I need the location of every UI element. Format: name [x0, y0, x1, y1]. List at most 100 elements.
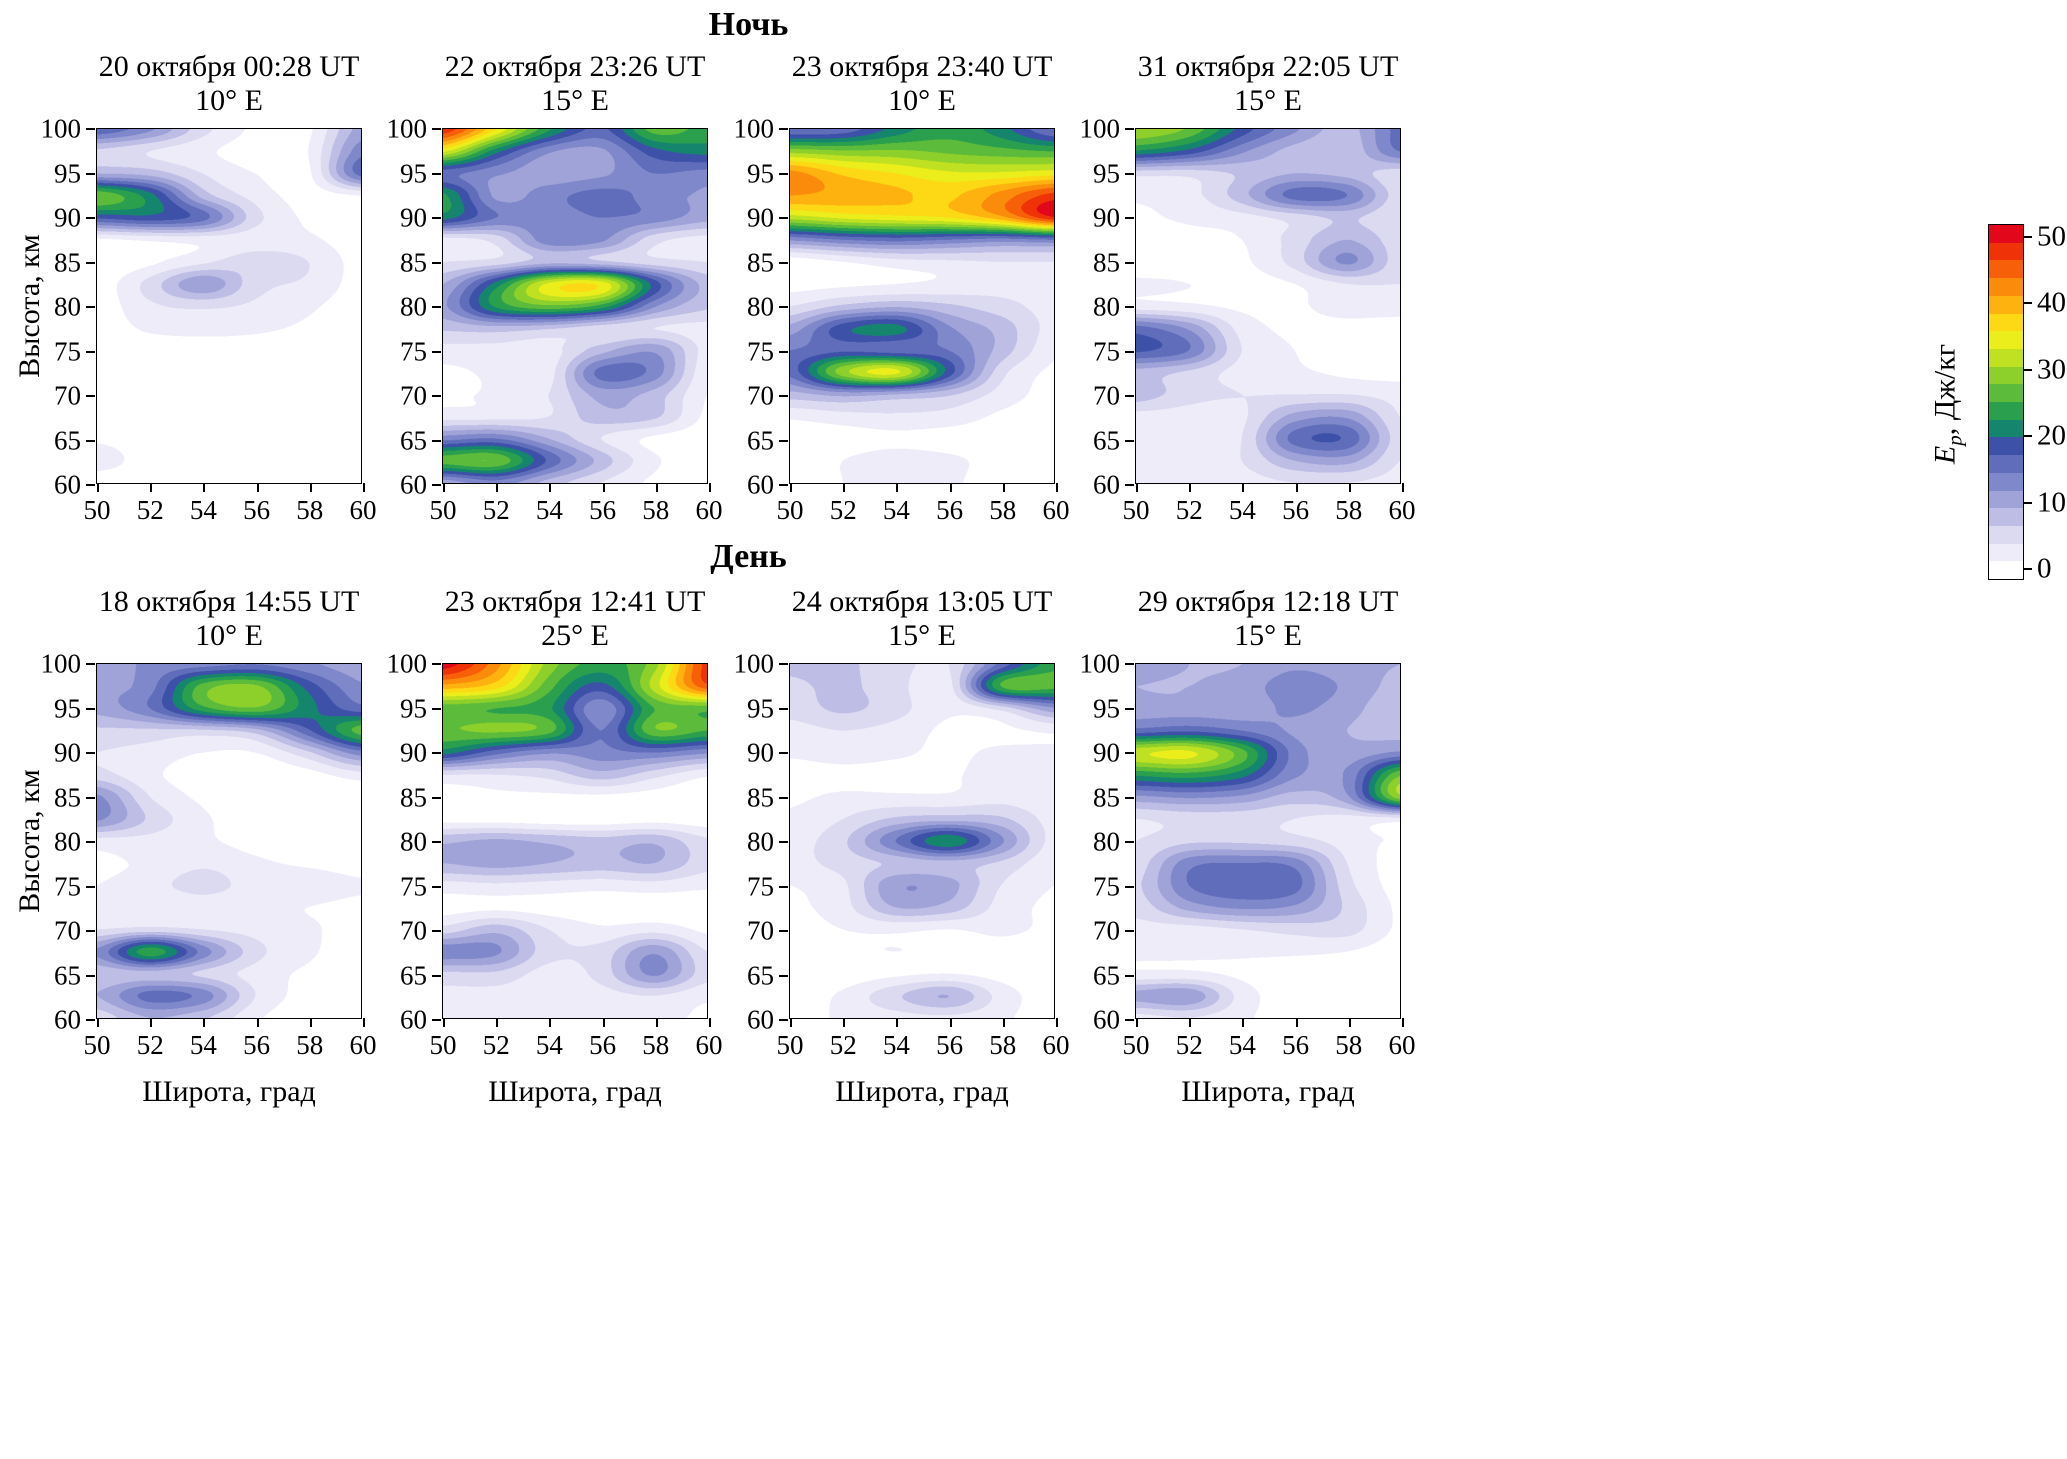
colorbar-symbol: E	[1928, 445, 1962, 465]
y-tick-label: 85	[54, 782, 81, 812]
x-tick	[1242, 483, 1245, 492]
colorbar-band	[1989, 437, 2023, 456]
y-tick-label: 90	[54, 737, 81, 768]
contour-canvas	[1136, 129, 1400, 483]
y-tick-label: 75	[400, 871, 427, 901]
y-tick-label: 65	[1093, 960, 1120, 990]
x-tick	[1056, 1018, 1058, 1027]
y-tick-label: 85	[1093, 782, 1120, 812]
x-tick	[1136, 1018, 1138, 1027]
colorbar-band	[1989, 366, 2023, 385]
x-tick-label: 54	[1228, 495, 1256, 525]
panel-title-longitude: 10° E	[195, 619, 263, 652]
x-tick	[1056, 483, 1058, 492]
y-tick	[1125, 663, 1134, 665]
y-tick-label: 65	[54, 425, 81, 455]
x-tick	[949, 483, 952, 492]
y-tick	[432, 930, 441, 932]
y-tick	[432, 217, 441, 219]
contour-plot: 100 95 90 85 80 75 70 65 60 50 52 54 56 58 60	[41, 114, 377, 526]
colorbar-band	[1989, 313, 2023, 332]
y-tick-label: 60	[747, 469, 774, 500]
y-tick-label: 100	[40, 113, 82, 144]
x-tick-label: 52	[482, 1030, 510, 1060]
contour-canvas	[1136, 664, 1400, 1018]
y-tick	[779, 484, 788, 486]
y-tick	[432, 796, 441, 799]
x-tick-label: 52	[1175, 1030, 1203, 1060]
y-tick-label: 100	[1079, 113, 1121, 144]
y-tick-label: 65	[54, 960, 81, 990]
y-tick	[1125, 796, 1134, 799]
x-tick	[896, 1018, 899, 1027]
y-tick	[432, 128, 441, 130]
x-tick-label: 58	[642, 1030, 670, 1060]
y-tick	[86, 172, 95, 175]
y-tick-label: 90	[1093, 737, 1120, 768]
colorbar-band	[1989, 419, 2023, 438]
y-tick	[86, 128, 95, 130]
colorbar-band	[1989, 508, 2023, 526]
y-tick	[86, 841, 95, 843]
colorbar-band	[1989, 348, 2023, 367]
y-tick	[432, 172, 441, 175]
colorbar-band	[1989, 472, 2023, 491]
contour-plot: 100 95 90 85 80 75 70 65 60 50 52 54 56 58 60	[1080, 649, 1416, 1061]
colorbar-tick-label: 0	[2037, 552, 2052, 585]
y-tick	[1125, 172, 1134, 175]
y-tick-label: 95	[1093, 158, 1120, 188]
y-tick-label: 70	[400, 380, 427, 411]
x-tick-label: 54	[535, 495, 563, 525]
x-tick-label: 56	[936, 495, 964, 525]
y-tick	[86, 663, 95, 665]
y-tick-label: 85	[54, 247, 81, 277]
y-tick-label: 75	[400, 336, 427, 366]
x-tick-label: 50	[83, 495, 111, 525]
x-tick	[97, 483, 99, 492]
colorbar-band	[1989, 455, 2023, 473]
x-tick	[1348, 1018, 1351, 1027]
x-tick	[790, 1018, 792, 1027]
x-tick	[309, 1018, 312, 1027]
y-tick-label: 80	[400, 291, 427, 322]
y-tick-label: 80	[54, 291, 81, 322]
x-tick	[150, 483, 153, 492]
y-tick-label: 80	[1093, 826, 1120, 857]
x-tick	[256, 1018, 259, 1027]
y-tick	[1125, 306, 1134, 308]
y-tick	[779, 707, 788, 710]
panel-title-datetime: 29 октября 12:18 UT	[1137, 585, 1399, 618]
x-tick-label: 56	[589, 495, 617, 525]
x-axis-label: Широта, град	[488, 1075, 662, 1108]
y-tick-label: 80	[1093, 291, 1120, 322]
panel-title-datetime: 18 октября 14:55 UT	[98, 585, 360, 618]
y-tick	[779, 885, 788, 888]
y-tick	[86, 217, 95, 219]
x-tick-label: 60	[1388, 1030, 1416, 1060]
y-tick	[432, 261, 441, 264]
y-tick	[86, 974, 95, 977]
x-tick-label: 60	[1042, 1030, 1070, 1060]
y-tick	[779, 261, 788, 264]
y-tick-label: 80	[400, 826, 427, 857]
y-tick-label: 100	[40, 648, 82, 679]
colorbar-band	[1989, 331, 2023, 349]
y-tick	[86, 484, 95, 486]
x-tick-label: 54	[882, 1030, 910, 1060]
y-tick-label: 80	[747, 826, 774, 857]
y-tick-label: 95	[54, 693, 81, 723]
y-tick-label: 100	[386, 113, 428, 144]
x-tick	[150, 1018, 153, 1027]
x-tick	[1348, 483, 1351, 492]
x-tick-label: 58	[296, 495, 324, 525]
y-tick	[779, 796, 788, 799]
y-tick-label: 65	[1093, 425, 1120, 455]
y-tick-label: 85	[400, 247, 427, 277]
x-tick-label: 58	[989, 495, 1017, 525]
contour-canvas	[790, 129, 1054, 483]
x-tick-label: 58	[1335, 495, 1363, 525]
y-tick-label: 60	[1093, 469, 1120, 500]
y-tick	[1125, 707, 1134, 710]
x-tick-label: 54	[189, 1030, 217, 1060]
x-tick	[949, 1018, 952, 1027]
